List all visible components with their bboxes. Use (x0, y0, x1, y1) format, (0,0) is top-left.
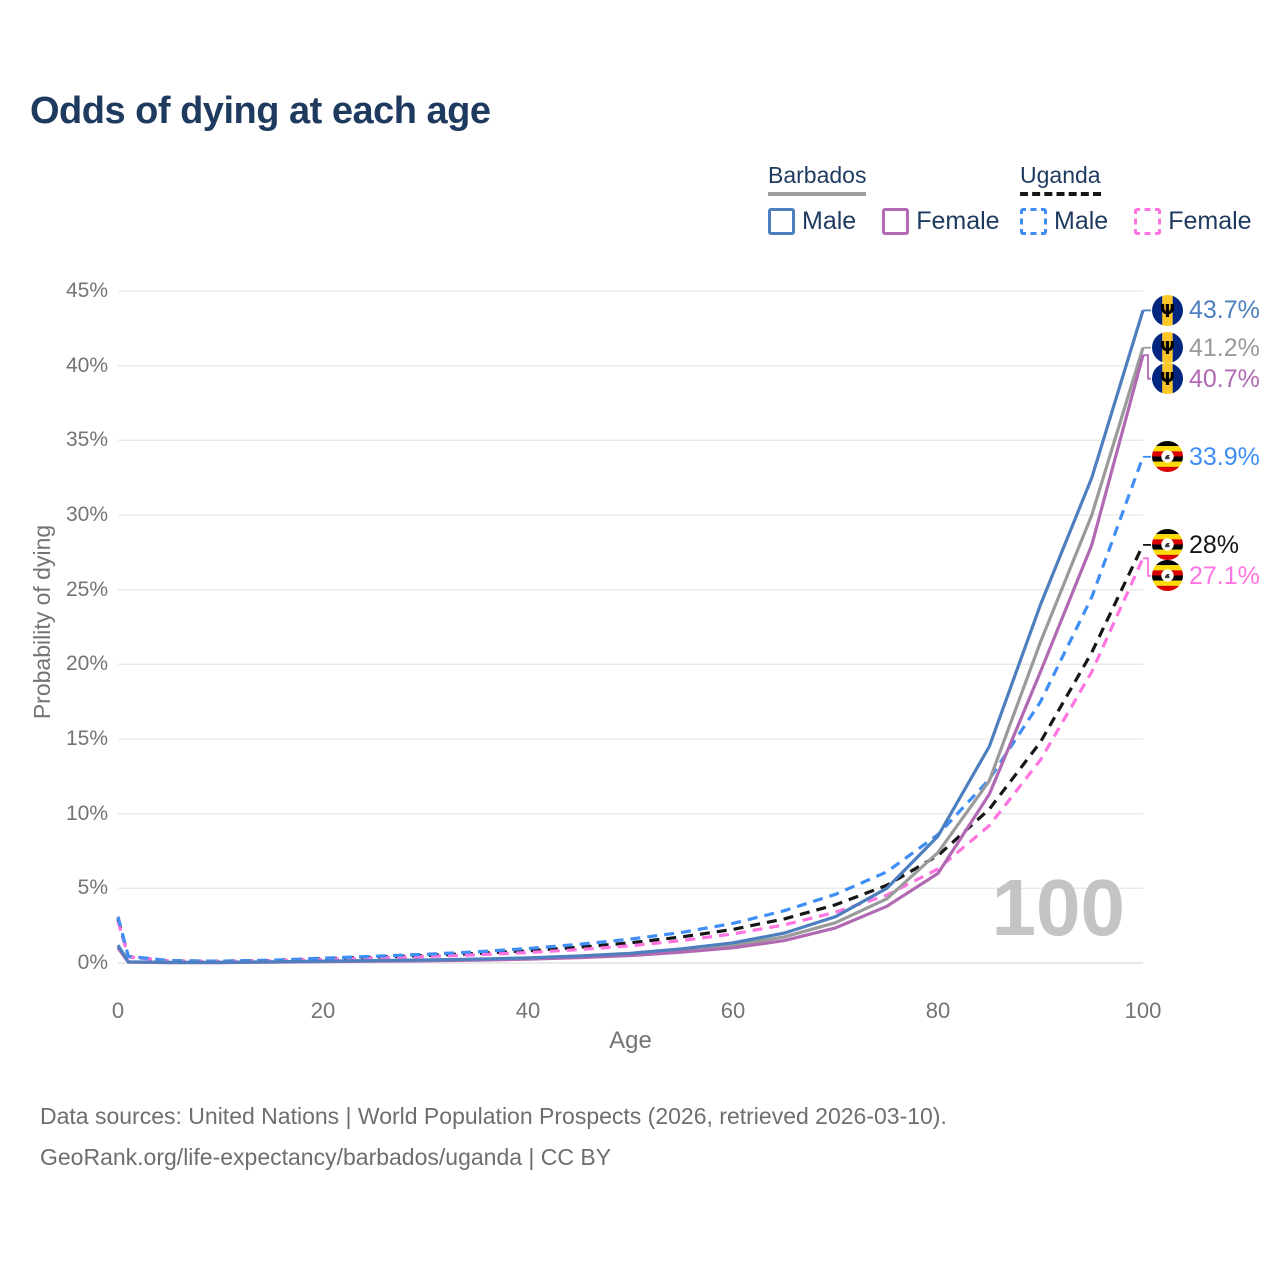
end-label-value: 33.9% (1189, 442, 1260, 471)
svg-text:Ψ: Ψ (1160, 370, 1175, 390)
y-tick-label: 25% (65, 577, 108, 601)
age-counter-watermark: 100 (991, 863, 1125, 952)
y-tick-label: 10% (65, 801, 108, 825)
y-axis-title: Probability of dying (29, 524, 55, 720)
legend-item-barbados-male[interactable]: Male (768, 207, 856, 236)
legend-item-label: Male (1054, 207, 1109, 235)
x-axis-title: Age (609, 1027, 652, 1054)
footer-data-sources: Data sources: United Nations | World Pop… (40, 1103, 947, 1129)
uganda-flag-icon (1152, 529, 1183, 561)
y-tick-label: 5% (77, 876, 108, 900)
barbados-flag-icon: Ψ (1152, 294, 1183, 326)
y-tick-label: 0% (77, 951, 108, 974)
x-tick-label: 0 (111, 998, 125, 1023)
end-label-connector (1143, 354, 1151, 380)
series-line-barbados-male (116, 309, 1145, 965)
legend-item-label: Male (802, 207, 857, 235)
end-label-value: 40.7% (1189, 364, 1260, 393)
end-label-barbados-both-sexes: Ψ 41.2% (1152, 332, 1260, 364)
x-tick-label: 60 (720, 998, 746, 1023)
legend-item-uganda-male[interactable]: Male (1020, 207, 1108, 236)
legend-group-uganda: Uganda Male Female (1020, 162, 1252, 236)
legend-country-barbados: Barbados (768, 162, 867, 196)
end-label-connector (1143, 557, 1151, 577)
end-label-value: 28% (1189, 530, 1240, 559)
end-label-barbados-male: Ψ 43.7% (1152, 294, 1260, 326)
x-tick-label: 80 (925, 998, 951, 1023)
barbados-female-swatch-icon (882, 208, 910, 235)
y-tick-label: 20% (65, 652, 108, 676)
end-label-uganda-female: 27.1% (1152, 560, 1260, 592)
legend-item-barbados-female[interactable]: Female (882, 207, 1000, 236)
end-label-value: 27.1% (1189, 561, 1260, 590)
x-tick-label: 20 (310, 998, 336, 1023)
uganda-male-swatch-icon (1020, 208, 1047, 235)
svg-text:Ψ: Ψ (1160, 339, 1175, 359)
x-tick-label: 100 (1124, 998, 1162, 1023)
barbados-male-swatch-icon (768, 208, 795, 235)
uganda-flag-icon (1152, 441, 1183, 473)
uganda-female-swatch-icon (1134, 208, 1162, 235)
x-tick-label: 40 (515, 998, 541, 1023)
legend-item-label: Female (1168, 207, 1252, 235)
barbados-flag-icon: Ψ (1152, 332, 1183, 364)
legend-group-barbados: Barbados Male Female (768, 162, 1000, 236)
y-tick-label: 15% (65, 727, 108, 750)
page-title: Odds of dying at each age (30, 90, 491, 132)
legend-country-uganda: Uganda (1020, 162, 1101, 196)
y-tick-label: 35% (65, 428, 108, 452)
footer-attribution: GeoRank.org/life-expectancy/barbados/uga… (40, 1144, 612, 1170)
y-tick-label: 30% (65, 503, 108, 526)
y-tick-label: 40% (65, 353, 108, 377)
end-label-barbados-female: Ψ 40.7% (1152, 363, 1260, 395)
end-label-value: 41.2% (1189, 333, 1260, 362)
end-label-uganda-male: 33.9% (1152, 441, 1260, 473)
y-tick-label: 45% (65, 279, 108, 302)
svg-text:Ψ: Ψ (1160, 302, 1175, 322)
end-label-uganda-both-sexes: 28% (1152, 529, 1239, 561)
uganda-flag-icon (1152, 560, 1183, 592)
end-label-value: 43.7% (1189, 296, 1260, 325)
legend-item-uganda-female[interactable]: Female (1134, 207, 1252, 236)
legend-item-label: Female (916, 207, 1000, 235)
footer: Data sources: United Nations | World Pop… (40, 1096, 947, 1178)
barbados-flag-icon: Ψ (1152, 363, 1183, 395)
